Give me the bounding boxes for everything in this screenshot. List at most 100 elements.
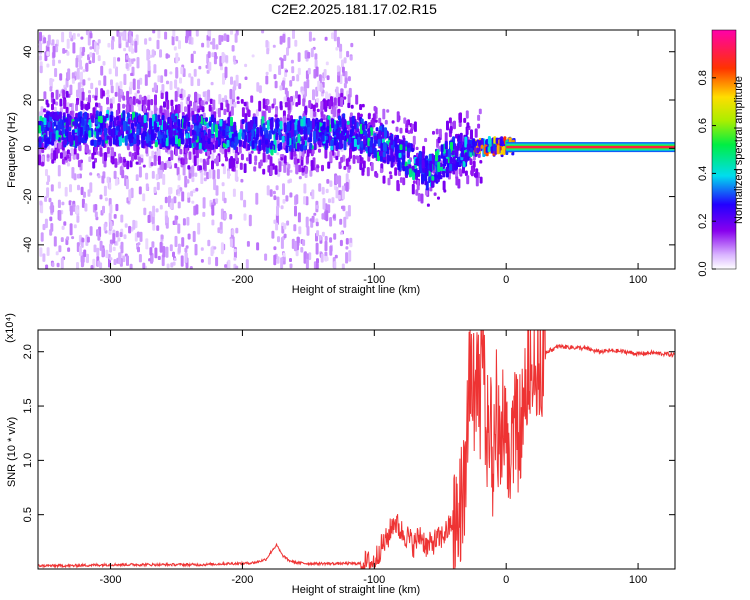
heatmap-cell [64,186,68,197]
heatmap-cell [316,121,320,130]
heatmap-cell [128,30,132,36]
heatmap-cell [50,152,54,160]
heatmap-cell [44,137,48,148]
heatmap-cell [166,99,170,110]
heatmap-cell [268,130,272,140]
heatmap-cell [395,126,399,132]
heatmap-cell [316,230,320,237]
heatmap-cell [119,89,123,95]
heatmap-cell [283,155,287,164]
heatmap-cell [75,100,79,106]
heatmap-cell [273,254,277,266]
heatmap-cell [181,237,185,247]
heatmap-cell [42,223,46,231]
heatmap-cell [56,262,60,268]
heatmap-cell [279,57,283,61]
heatmap-cell [304,166,308,174]
heatmap-cell [294,205,297,217]
heatmap-cell [283,233,287,239]
heatmap-cell [131,152,135,157]
heatmap-cell [278,65,282,75]
heatmap-cell [43,117,47,126]
heatmap-cell [233,80,237,91]
heatmap-cell [49,86,53,92]
heatmap-cell [152,114,156,121]
heatmap-cell [82,69,86,73]
heatmap-cell [223,33,227,41]
heatmap-cell [286,121,290,131]
heatmap-cell [322,114,326,121]
heatmap-cell [171,113,175,122]
heatmap-cell [375,173,379,178]
heatmap-cell [417,169,421,177]
x-tick-label: -300 [100,574,122,586]
heatmap-cell [59,152,63,159]
heatmap-cell [256,242,260,251]
heatmap-cell [222,142,226,148]
heatmap-cell [230,106,234,116]
heatmap-cell [224,264,228,268]
heatmap-cell [108,182,112,190]
heatmap-cell [183,116,187,124]
heatmap-cell [277,128,281,135]
heatmap-cell [97,39,101,44]
heatmap-cell [412,135,416,145]
heatmap-cell [135,161,139,165]
heatmap-cell [229,238,233,248]
heatmap-cell [373,147,377,158]
heatmap-cell [61,201,65,206]
heatmap-cell [343,139,347,151]
heatmap-cell [234,136,238,147]
heatmap-cell [161,84,165,95]
heatmap-cell [329,237,333,243]
snr-x-ticks: -300 -200 -100 0 100 [100,330,647,586]
heatmap-cell [187,165,191,170]
heatmap-cell [433,174,437,181]
heatmap-cell [326,179,330,184]
heatmap-cell [301,138,305,145]
heatmap-cell [106,176,110,184]
heatmap-cell [469,158,473,165]
heatmap-cell [118,135,122,146]
heatmap-cell [417,193,421,202]
heatmap-cell [369,147,373,153]
heatmap-cell [316,108,320,113]
heatmap-cell [73,148,77,155]
heatmap-cell [113,259,117,265]
heatmap-cell [306,79,310,89]
heatmap-cell [151,241,155,248]
x-tick-label: -300 [100,274,122,286]
heatmap-cell [408,168,412,178]
heatmap-cell [150,129,154,141]
heatmap-cell [156,225,160,231]
heatmap-cell [206,34,210,42]
heatmap-cell [81,237,85,243]
heatmap-cell [271,230,275,239]
heatmap-cell [222,129,226,137]
heatmap-cell [143,105,146,113]
heatmap-cell [82,79,86,86]
heatmap-cell [184,252,188,263]
heatmap-cell [233,101,237,108]
heatmap-cell [412,180,416,184]
heatmap-cell [320,253,324,263]
heatmap-cell [111,96,115,104]
heatmap-cell [335,155,339,161]
heatmap-cell [215,256,219,267]
heatmap-cell [255,109,259,117]
heatmap-cell [173,130,177,136]
heatmap-cell [100,65,104,76]
heatmap-cell [109,221,113,230]
heatmap-cell [215,129,218,138]
heatmap-cell [405,165,409,176]
heatmap-cell [139,231,143,242]
heatmap-cell [152,30,156,34]
heatmap-cell [136,123,140,129]
heatmap-cell [41,155,45,163]
heatmap-cell [304,106,308,116]
heatmap-cell [162,173,166,185]
heatmap-cell [297,120,301,132]
heatmap-cell [223,108,227,115]
heatmap-cell [121,169,125,179]
heatmap-cell [67,68,71,81]
